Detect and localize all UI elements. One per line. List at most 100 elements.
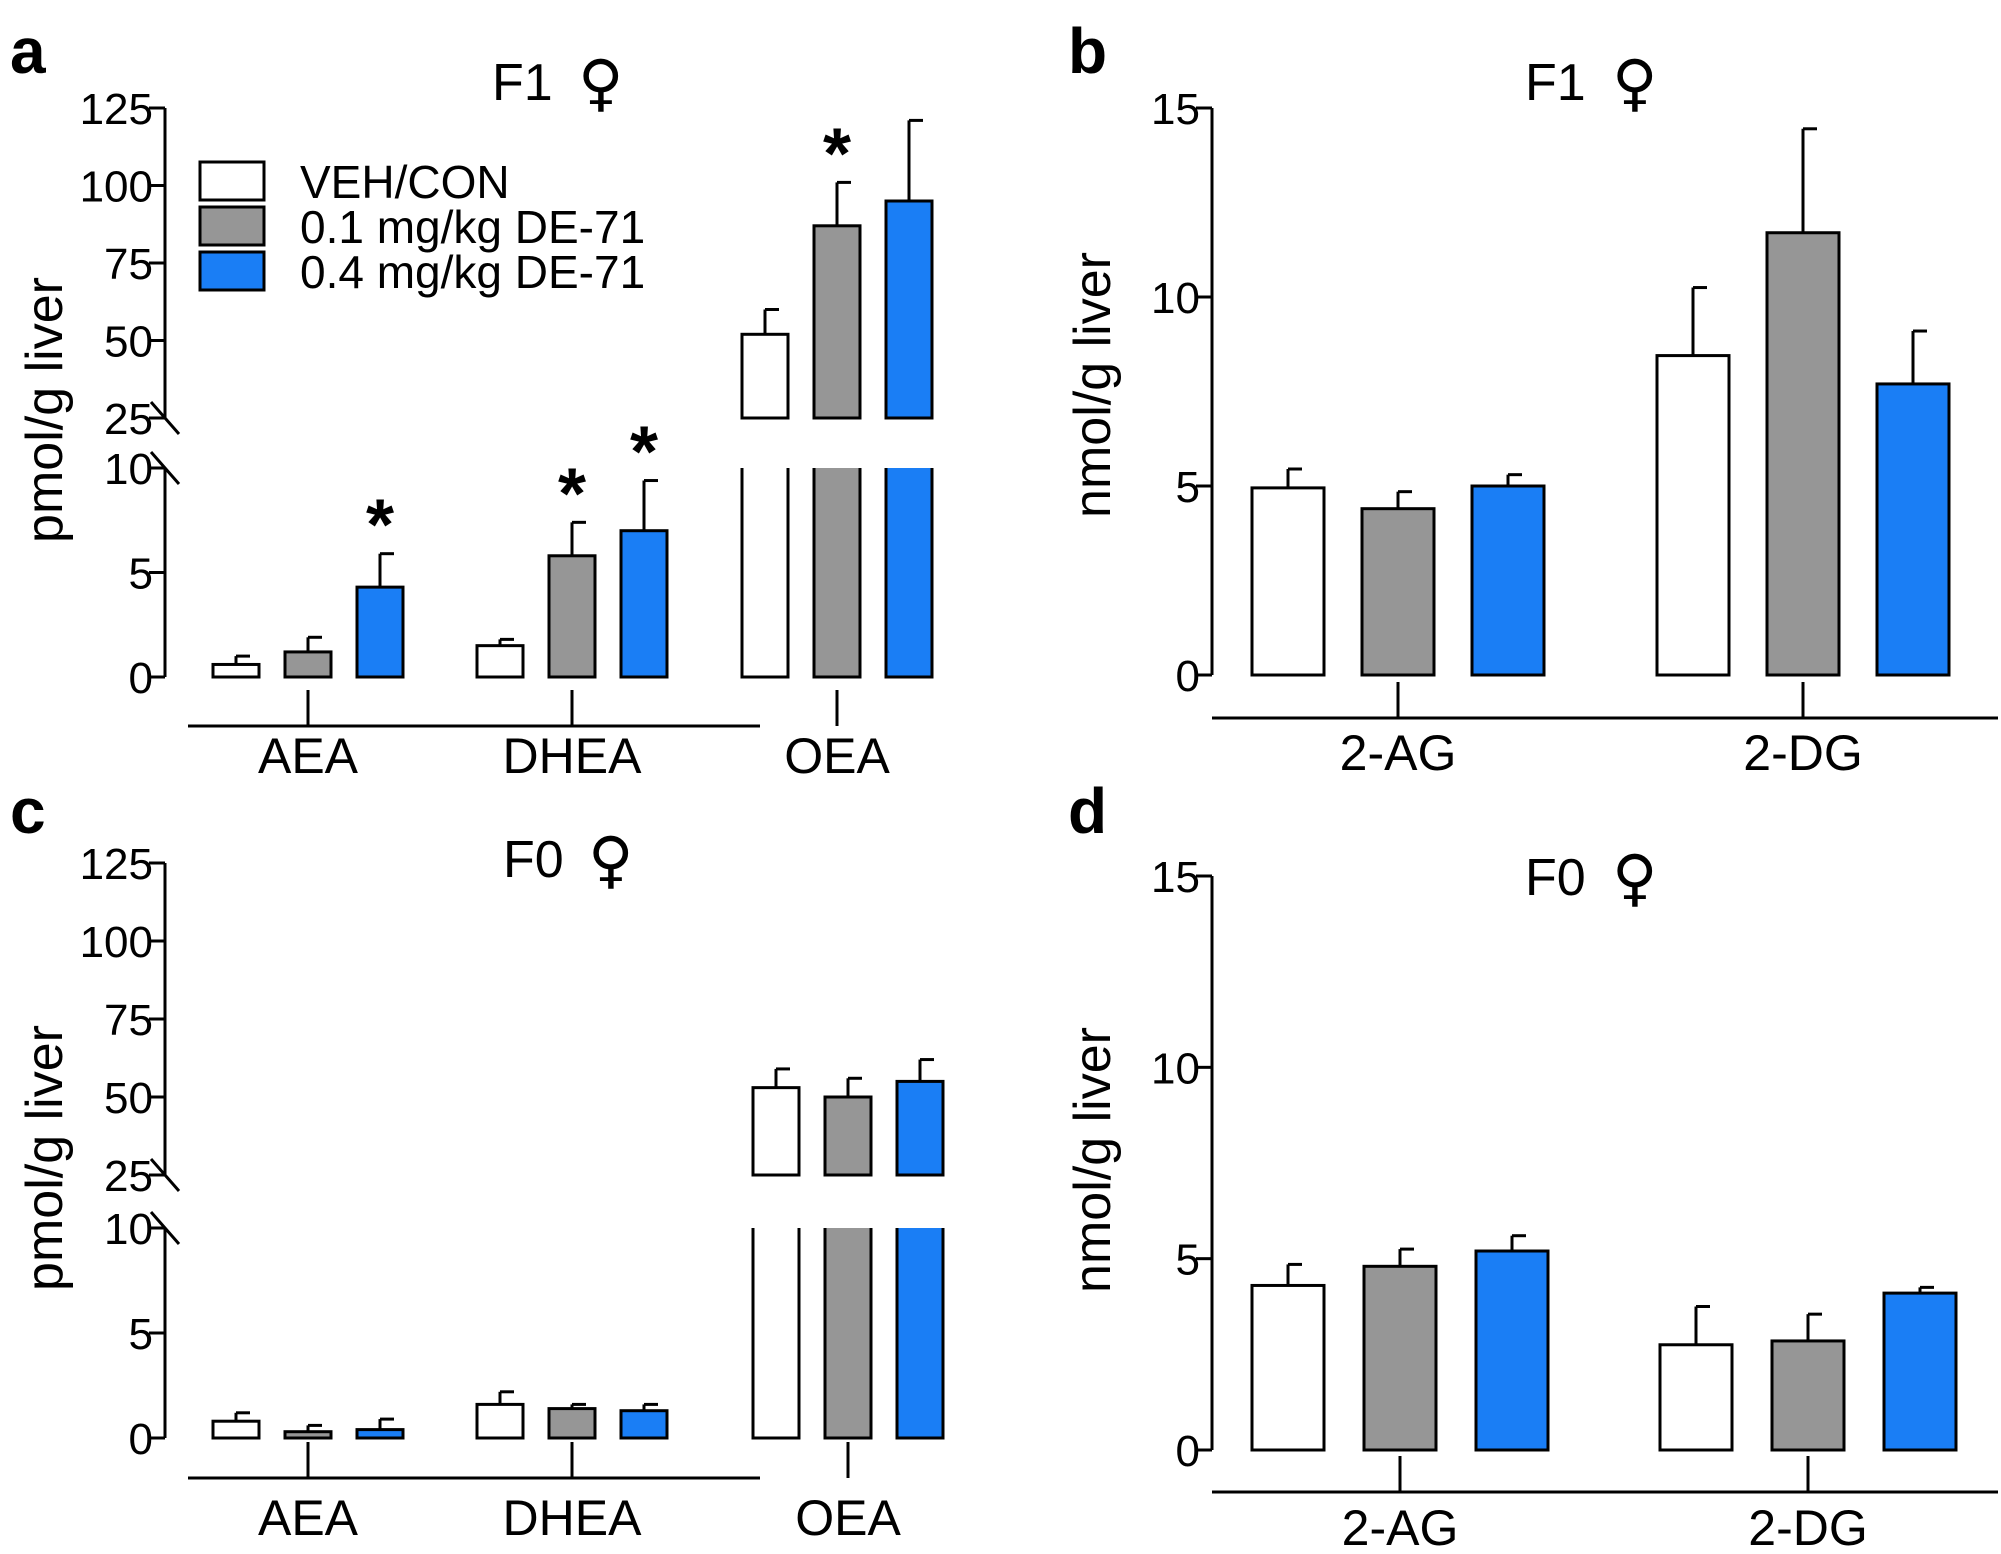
bar: [355, 1428, 405, 1440]
legend-label-veh: VEH/CON: [300, 156, 510, 208]
bar: [1470, 484, 1546, 677]
significance-asterisk: *: [630, 413, 658, 493]
y-tick-label: 125: [80, 840, 153, 889]
bar: [211, 1419, 261, 1440]
bar-lower-segment: [753, 1228, 799, 1438]
bar-lower-segment: [825, 1228, 871, 1438]
bar: [355, 585, 405, 679]
bar-upper-segment: [895, 1079, 945, 1177]
panel-d-bars: [1250, 1234, 1958, 1452]
bar: [1474, 1249, 1550, 1452]
bar-lower-outline: [740, 468, 790, 679]
panel-d-sex-symbol: ♀: [1612, 841, 1657, 914]
panel-letter-b: b: [1068, 15, 1107, 87]
y-tick-label: 50: [104, 318, 153, 367]
bar-lower-outline: [812, 468, 862, 679]
bar-lower-outline: [751, 1228, 801, 1440]
y-tick-label: 50: [104, 1074, 153, 1123]
panel-a-sex-symbol: ♀: [578, 46, 623, 119]
panel-letter-d: d: [1068, 775, 1107, 847]
panel-d-title: F0: [1525, 849, 1586, 907]
y-tick-label: 15: [1151, 853, 1200, 902]
panel-b-ylabel: nmol/g liver: [1064, 252, 1122, 518]
x-tick-label: 2-DG: [1748, 1500, 1867, 1554]
significance-asterisk: *: [823, 114, 851, 194]
y-tick-label: 0: [1176, 652, 1200, 701]
bar: [1882, 1291, 1958, 1452]
panel-a-ylabel: pmol/g liver: [16, 277, 74, 543]
bar: [1875, 382, 1951, 677]
y-tick-label: 10: [1151, 1044, 1200, 1093]
bar-lower-outline: [884, 468, 934, 679]
panel-c-title: F0: [503, 831, 564, 889]
bar: [619, 1409, 669, 1440]
significance-asterisk: *: [558, 454, 586, 534]
panel-d-axes: 0 5 10 15 2-AG 2-DG: [1151, 853, 1998, 1554]
bar-lower-segment: [814, 468, 860, 677]
panel-c-ylabel: pmol/g liver: [16, 1025, 74, 1291]
bar-lower-segment: [886, 468, 932, 677]
bar: [1250, 486, 1326, 677]
y-tick-label: 100: [80, 918, 153, 967]
legend: VEH/CON 0.1 mg/kg DE-71 0.4 mg/kg DE-71: [198, 156, 645, 298]
bar-upper-segment: [884, 199, 934, 420]
y-tick-label: 10: [1151, 274, 1200, 323]
y-tick-label: 15: [1151, 85, 1200, 134]
bar: [547, 554, 597, 679]
y-tick-label: 125: [80, 85, 153, 134]
bar: [211, 662, 261, 679]
y-tick-label: 5: [129, 550, 153, 599]
x-tick-label: AEA: [258, 728, 359, 784]
bar: [1362, 1264, 1438, 1452]
panel-d-ylabel: nmol/g liver: [1064, 1027, 1122, 1293]
panel-d: d F0 ♀ nmol/g liver 0 5 10 15 2-AG 2-DG: [1064, 775, 1998, 1554]
panel-letter-c: c: [10, 775, 46, 847]
panel-b-axes: 0 5 10 15 2-AG 2-DG: [1151, 85, 1998, 781]
bar: [1770, 1339, 1846, 1452]
y-tick-label: 10: [104, 1205, 153, 1254]
bar-upper-segment: [812, 224, 862, 420]
x-tick-label: 2-AG: [1340, 725, 1457, 781]
y-tick-label: 75: [104, 996, 153, 1045]
y-tick-label: 75: [104, 240, 153, 289]
panel-a-bars: * * * *: [211, 114, 934, 679]
bar: [1655, 354, 1731, 677]
x-tick-label: DHEA: [503, 1490, 643, 1546]
bar-upper-segment: [823, 1095, 873, 1177]
bar: [619, 529, 669, 679]
bar-lower-segment: [742, 468, 788, 677]
panel-c-bars: [211, 1058, 945, 1440]
panel-b-bars: [1250, 127, 1951, 677]
y-tick-label: 10: [104, 445, 153, 494]
bar: [547, 1407, 597, 1440]
x-tick-label: 2-DG: [1743, 725, 1862, 781]
y-tick-label: 0: [129, 654, 153, 703]
x-tick-label: DHEA: [503, 728, 643, 784]
y-tick-label: 5: [1176, 1236, 1200, 1285]
y-tick-label: 0: [1176, 1427, 1200, 1476]
bar: [1658, 1343, 1734, 1452]
y-tick-label: 25: [104, 1152, 153, 1201]
bar: [283, 1430, 333, 1440]
y-tick-label: 5: [129, 1310, 153, 1359]
panel-c-sex-symbol: ♀: [588, 823, 633, 896]
panel-a-title: F1: [492, 54, 553, 112]
legend-label-low: 0.1 mg/kg DE-71: [300, 201, 645, 253]
significance-asterisk: *: [366, 486, 394, 566]
bar-upper-segment: [751, 1086, 801, 1177]
bar: [1765, 231, 1841, 677]
y-tick-label: 100: [80, 163, 153, 212]
x-tick-label: OEA: [795, 1490, 901, 1546]
bar-lower-outline: [823, 1228, 873, 1440]
bar: [1250, 1283, 1326, 1452]
bar-lower-segment: [897, 1228, 943, 1438]
y-tick-label: 25: [104, 395, 153, 444]
panel-b: b F1 ♀ nmol/g liver 0 5 10 15 2-AG 2-DG: [1064, 15, 1998, 781]
bar: [475, 644, 525, 679]
bar: [475, 1402, 525, 1440]
